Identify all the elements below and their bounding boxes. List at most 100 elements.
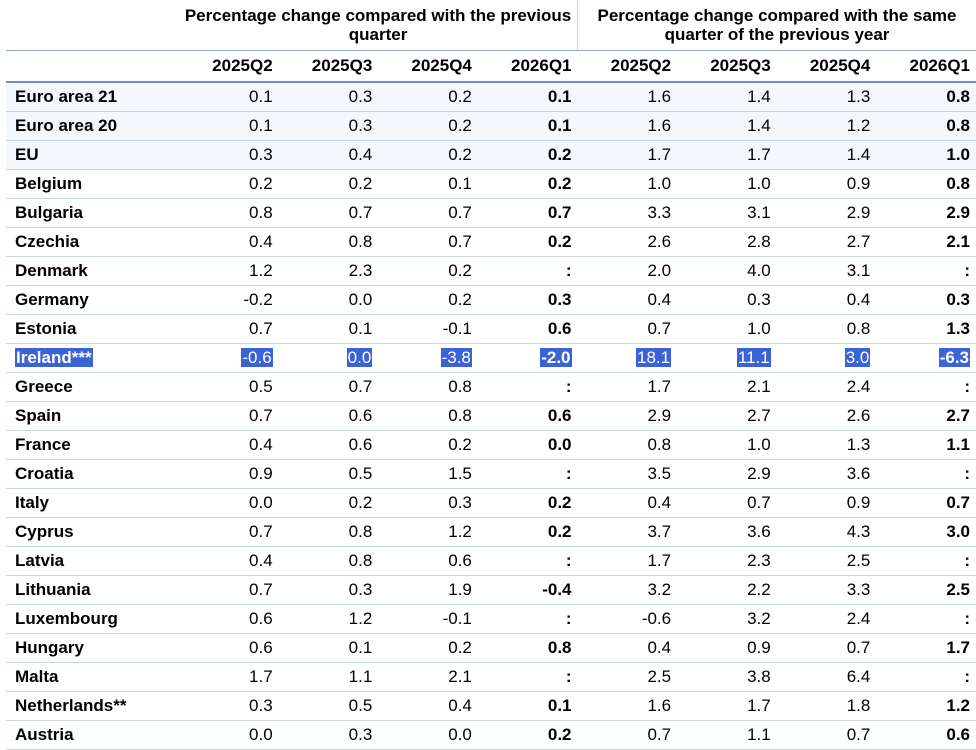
data-cell: 2.8 xyxy=(677,227,777,257)
row-label: Croatia xyxy=(6,459,180,489)
table-row[interactable]: Euro area 21 0.1 0.3 0.2 0.1 1.6 1.4 1.3 0.8 xyxy=(6,82,976,112)
data-cell: 1.7 xyxy=(677,691,777,721)
data-cell: 0.9 xyxy=(179,459,279,489)
group-header-yoy: Percentage change compared with the same… xyxy=(577,0,976,51)
quarter-header: 2026Q1 xyxy=(477,50,578,83)
data-cell: 2.9 xyxy=(677,459,777,489)
data-cell: 0.6 xyxy=(378,546,478,576)
table-row[interactable]: Belgium 0.2 0.2 0.1 0.2 1.0 1.0 0.9 0.8 xyxy=(6,169,976,199)
table-row[interactable]: Hungary 0.6 0.1 0.2 0.8 0.4 0.9 0.7 1.7 xyxy=(6,633,976,663)
data-cell: 3.8 xyxy=(677,662,777,692)
data-cell: 0.2 xyxy=(477,227,578,257)
table-row[interactable]: Czechia 0.4 0.8 0.7 0.2 2.6 2.8 2.7 2.1 xyxy=(6,227,976,257)
data-cell: 0.2 xyxy=(378,82,478,112)
table-row[interactable]: Spain 0.7 0.6 0.8 0.6 2.9 2.7 2.6 2.7 xyxy=(6,401,976,431)
row-label: Latvia xyxy=(6,546,180,576)
data-cell: 2.7 xyxy=(677,401,777,431)
data-cell: 3.2 xyxy=(577,575,678,605)
table-row[interactable]: Croatia 0.9 0.5 1.5:3.5 2.9 3.6: xyxy=(6,459,976,489)
table-row[interactable]: Latvia 0.4 0.8 0.6:1.7 2.3 2.5: xyxy=(6,546,976,576)
row-label: Malta xyxy=(6,662,180,692)
data-cell: 0.8 xyxy=(278,227,379,257)
data-cell: 0.3 xyxy=(278,720,379,750)
table-row[interactable]: Cyprus 0.7 0.8 1.2 0.2 3.7 3.6 4.3 3.0 xyxy=(6,517,976,547)
row-label: Greece xyxy=(6,372,180,402)
table-row[interactable]: Italy 0.0 0.2 0.3 0.2 0.4 0.7 0.9 0.7 xyxy=(6,488,976,518)
data-cell: 3.7 xyxy=(577,517,678,547)
data-cell: 0.8 xyxy=(378,372,478,402)
data-cell: 0.8 xyxy=(278,517,379,547)
selected-text: Ireland*** xyxy=(15,347,93,367)
selected-text: -2.0 xyxy=(540,347,572,367)
row-label: Denmark xyxy=(6,256,180,286)
data-cell: : xyxy=(876,459,976,489)
row-label: Luxembourg xyxy=(6,604,180,634)
data-cell: 0.2 xyxy=(477,488,578,518)
data-cell: : xyxy=(477,459,578,489)
row-label: Austria xyxy=(6,720,180,750)
data-cell: 0.2 xyxy=(477,720,578,750)
corner-cell xyxy=(6,0,180,51)
data-cell: 0.5 xyxy=(278,691,379,721)
data-cell: 0.7 xyxy=(477,198,578,228)
table-row[interactable]: Ireland*** -0.6 0.0 -3.8 -2.0 18.1 11.1 3.0 -6.3 xyxy=(6,343,976,373)
table-row[interactable]: Bulgaria 0.8 0.7 0.7 0.7 3.3 3.1 2.9 2.9 xyxy=(6,198,976,228)
table-row[interactable]: Luxembourg 0.6 1.2 -0.1: -0.6 3.2 2.4: xyxy=(6,604,976,634)
row-label: Germany xyxy=(6,285,180,315)
row-label: Bulgaria xyxy=(6,198,180,228)
selected-text: -3.8 xyxy=(440,347,472,367)
data-cell: -0.2 xyxy=(179,285,279,315)
data-cell: 0.1 xyxy=(278,314,379,344)
table-row[interactable]: France 0.4 0.6 0.2 0.0 0.8 1.0 1.3 1.1 xyxy=(6,430,976,460)
data-cell: 0.7 xyxy=(179,517,279,547)
table-row[interactable]: Euro area 20 0.1 0.3 0.2 0.1 1.6 1.4 1.2 0.8 xyxy=(6,111,976,141)
table-row[interactable]: EU 0.3 0.4 0.2 0.2 1.7 1.7 1.4 1.0 xyxy=(6,140,976,170)
data-cell: 0.6 xyxy=(477,401,578,431)
data-cell: 1.8 xyxy=(776,691,877,721)
data-cell: 2.5 xyxy=(776,546,877,576)
row-label: EU xyxy=(6,140,180,170)
data-cell: 2.9 xyxy=(577,401,678,431)
data-cell: 3.0 xyxy=(876,517,976,547)
data-cell: 1.0 xyxy=(876,140,976,170)
data-cell: 0.1 xyxy=(179,82,279,112)
data-cell: 0.7 xyxy=(179,575,279,605)
table-row[interactable]: Malta 1.7 1.1 2.1:2.5 3.8 6.4: xyxy=(6,662,976,692)
data-cell: : xyxy=(477,604,578,634)
table-row[interactable]: Estonia 0.7 0.1 -0.1 0.6 0.7 1.0 0.8 1.3 xyxy=(6,314,976,344)
data-cell: 0.2 xyxy=(378,430,478,460)
data-cell: 0.2 xyxy=(278,488,379,518)
data-cell: 0.7 xyxy=(677,488,777,518)
data-cell: 0.2 xyxy=(477,517,578,547)
table-row[interactable]: Lithuania 0.7 0.3 1.9 -0.4 3.2 2.2 3.3 2.5 xyxy=(6,575,976,605)
data-cell: 0.4 xyxy=(776,285,877,315)
data-cell: 1.1 xyxy=(876,430,976,460)
data-cell: 0.2 xyxy=(378,285,478,315)
data-cell: 1.9 xyxy=(378,575,478,605)
data-cell: -0.6 xyxy=(577,604,678,634)
table-row[interactable]: Netherlands** 0.3 0.5 0.4 0.1 1.6 1.7 1.8 1.2 xyxy=(6,691,976,721)
data-cell: 0.7 xyxy=(179,314,279,344)
table-row[interactable]: Denmark 1.2 2.3 0.2:2.0 4.0 3.1: xyxy=(6,256,976,286)
quarter-header: 2025Q2 xyxy=(179,50,279,83)
data-cell: 1.2 xyxy=(278,604,379,634)
data-cell: 0.8 xyxy=(876,111,976,141)
data-cell: 2.1 xyxy=(378,662,478,692)
group-header-qoq: Percentage change compared with the prev… xyxy=(179,0,578,51)
data-cell: 3.2 xyxy=(677,604,777,634)
selected-text: 18.1 xyxy=(636,347,672,367)
table-row[interactable]: Austria 0.0 0.3 0.0 0.2 0.7 1.1 0.7 0.6 xyxy=(6,720,976,750)
table-row[interactable]: Greece 0.5 0.7 0.8:1.7 2.1 2.4: xyxy=(6,372,976,402)
group-header-row: Percentage change compared with the prev… xyxy=(6,0,976,51)
data-cell: 0.0 xyxy=(378,720,478,750)
data-cell: 3.5 xyxy=(577,459,678,489)
data-cell: 0.5 xyxy=(179,372,279,402)
data-cell: 0.7 xyxy=(378,198,478,228)
data-cell: 0.7 xyxy=(577,720,678,750)
data-cell: 1.6 xyxy=(577,111,678,141)
data-cell: 0.1 xyxy=(179,111,279,141)
data-cell: 1.0 xyxy=(677,430,777,460)
data-cell: 0.2 xyxy=(477,140,578,170)
data-cell: 1.6 xyxy=(577,82,678,112)
table-row[interactable]: Germany -0.2 0.0 0.2 0.3 0.4 0.3 0.4 0.3 xyxy=(6,285,976,315)
